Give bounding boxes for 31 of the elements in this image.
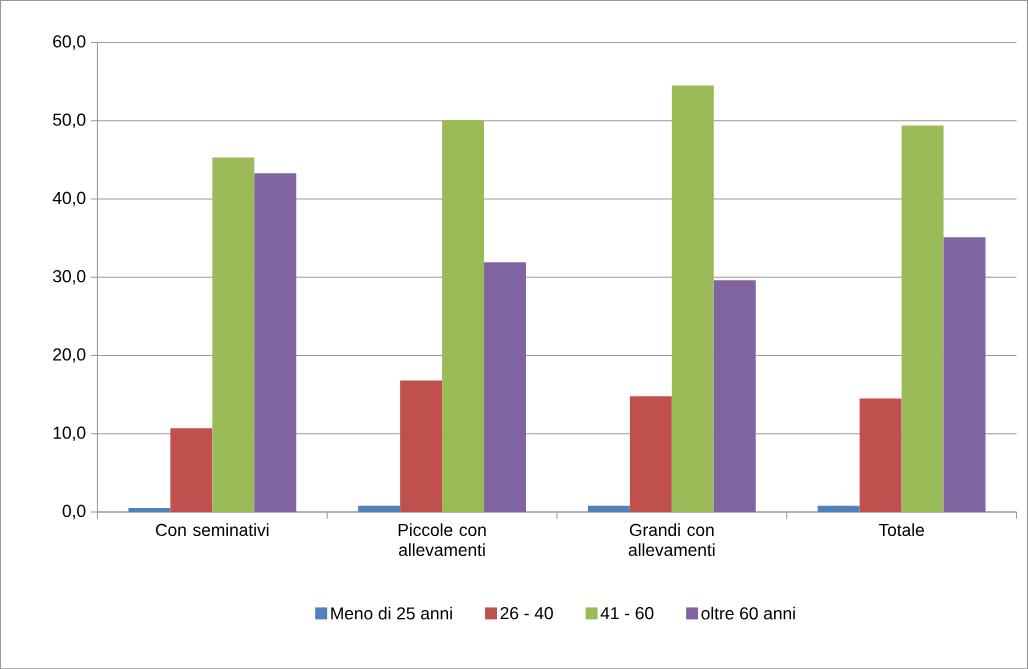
bar xyxy=(358,505,401,512)
legend-label: oltre 60 anni xyxy=(701,606,795,620)
x-tick-label: Piccole con allevamenti xyxy=(398,523,486,556)
bar xyxy=(170,428,213,512)
y-tick-label: 10,0 xyxy=(53,426,86,441)
bar xyxy=(442,119,485,512)
bar xyxy=(212,157,255,512)
bar xyxy=(128,507,171,512)
bar xyxy=(943,237,986,512)
bar xyxy=(713,280,756,512)
bar xyxy=(629,396,672,512)
y-tick-label: 50,0 xyxy=(53,113,86,128)
bar xyxy=(859,398,902,512)
y-tick-label: 30,0 xyxy=(53,269,86,285)
bar xyxy=(400,380,443,512)
y-tick-label: 0,0 xyxy=(62,504,86,519)
x-tick-label: Totale xyxy=(878,523,924,536)
legend-label: 41 - 60 xyxy=(600,606,654,620)
legend-label: 26 - 40 xyxy=(500,606,553,620)
bar xyxy=(587,505,630,512)
bar xyxy=(671,85,714,512)
y-tick-label: 60,0 xyxy=(53,35,86,50)
y-tick-label: 20,0 xyxy=(53,348,86,363)
x-tick-label: Grandi con allevamenti xyxy=(628,523,715,556)
bar xyxy=(901,125,944,512)
y-tick-label: 40,0 xyxy=(52,191,86,206)
bar xyxy=(817,505,860,512)
legend-label: Meno di 25 anni xyxy=(331,606,452,620)
x-tick-label: Con seminativi xyxy=(155,523,269,536)
bar xyxy=(254,172,297,512)
bar xyxy=(484,262,526,512)
